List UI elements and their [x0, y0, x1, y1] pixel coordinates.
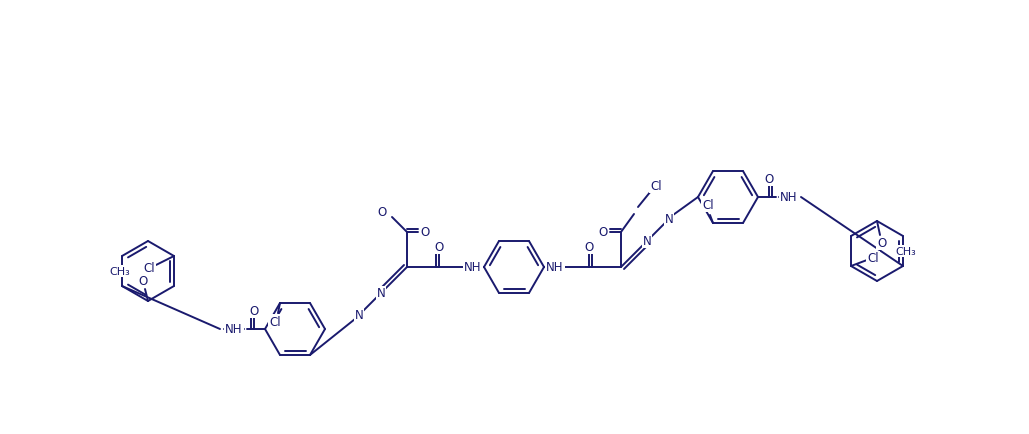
Text: CH₃: CH₃	[109, 266, 130, 276]
Text: O: O	[421, 226, 430, 239]
Text: O: O	[378, 206, 387, 219]
Text: N: N	[643, 235, 651, 248]
Text: NH: NH	[464, 261, 482, 274]
Text: Cl: Cl	[650, 180, 662, 193]
Text: NH: NH	[780, 191, 797, 204]
Text: N: N	[355, 309, 363, 322]
Text: NH: NH	[225, 323, 243, 336]
Text: O: O	[434, 241, 443, 254]
Text: O: O	[249, 305, 258, 318]
Text: Cl: Cl	[143, 262, 154, 275]
Text: O: O	[599, 226, 608, 239]
Text: Cl: Cl	[270, 315, 281, 328]
Text: O: O	[878, 237, 887, 250]
Text: O: O	[138, 275, 147, 288]
Text: N: N	[377, 287, 386, 300]
Text: N: N	[665, 213, 673, 226]
Text: O: O	[765, 173, 774, 186]
Text: Cl: Cl	[867, 252, 879, 265]
Text: CH₃: CH₃	[895, 247, 916, 256]
Text: Cl: Cl	[702, 199, 714, 212]
Text: NH: NH	[546, 261, 564, 274]
Text: O: O	[584, 241, 594, 254]
